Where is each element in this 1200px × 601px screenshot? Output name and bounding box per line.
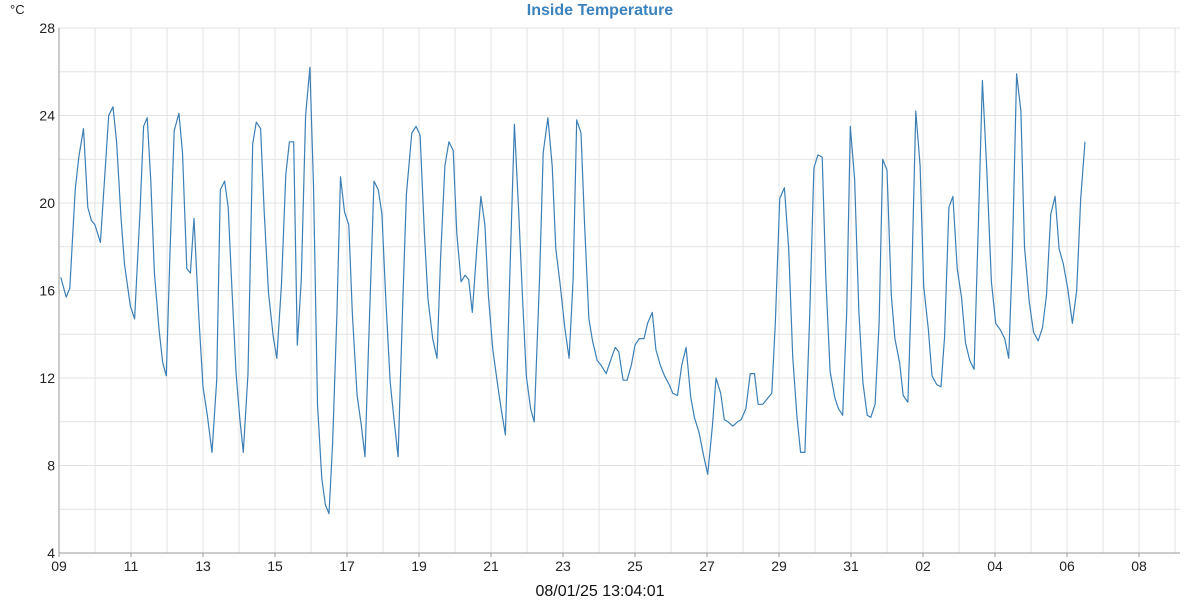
y-axis-unit-label: °C — [10, 2, 25, 17]
chart-title: Inside Temperature — [526, 2, 674, 19]
inside-temperature-series-line — [60, 66, 1086, 515]
y-tick-label: 16 — [39, 283, 55, 299]
x-tick-label: 08 — [1131, 558, 1147, 574]
x-tick-label: 17 — [339, 558, 355, 574]
x-tick-label: 11 — [124, 558, 139, 574]
y-tick-label: 12 — [39, 370, 55, 386]
x-tick-label: 21 — [483, 558, 499, 574]
x-tick-label: 25 — [627, 558, 643, 574]
y-tick-label: 4 — [47, 545, 55, 561]
series-layer — [60, 66, 1086, 515]
grid-lines — [58, 27, 1180, 554]
axis-frame — [58, 28, 1180, 554]
x-axis-ticks: 09 11 13 15 17 19 21 23 25 27 29 31 02 04 06 08 — [51, 553, 1147, 574]
x-tick-label: 02 — [915, 558, 931, 574]
x-tick-label: 13 — [195, 558, 211, 574]
y-axis-ticks: 4 8 12 16 20 24 28 — [39, 20, 55, 561]
y-tick-label: 28 — [39, 20, 55, 36]
x-tick-label: 19 — [411, 558, 427, 574]
x-tick-label: 27 — [699, 558, 715, 574]
x-tick-label: 23 — [555, 558, 571, 574]
x-tick-label: 04 — [987, 558, 1003, 574]
footer-timestamp: 08/01/25 13:04:01 — [535, 583, 665, 600]
x-tick-label: 15 — [267, 558, 283, 574]
x-tick-label: 31 — [843, 558, 859, 574]
x-tick-label: 09 — [51, 558, 67, 574]
y-tick-label: 20 — [39, 195, 55, 211]
y-tick-label: 8 — [47, 458, 55, 474]
y-tick-label: 24 — [39, 108, 55, 124]
x-tick-label: 29 — [771, 558, 787, 574]
x-tick-label: 06 — [1059, 558, 1075, 574]
